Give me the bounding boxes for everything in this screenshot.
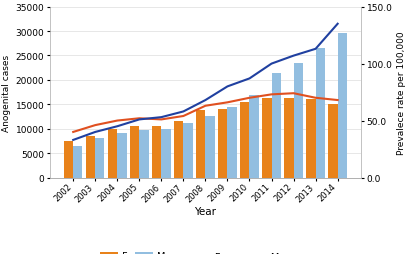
Line: pre_M: pre_M	[73, 25, 338, 140]
Bar	[130, 127, 139, 178]
Bar	[205, 117, 215, 178]
pre_F	[313, 97, 318, 100]
pre_F	[137, 117, 142, 120]
pre_M	[93, 131, 98, 134]
pre_F	[335, 99, 340, 102]
pre_F	[269, 93, 274, 97]
pre_M	[335, 23, 340, 26]
Bar	[86, 136, 95, 178]
Bar	[108, 129, 117, 178]
Legend: F, M, pre_F, pre_M: F, M, pre_F, pre_M	[97, 247, 283, 254]
Bar	[139, 130, 149, 178]
pre_M	[291, 55, 296, 58]
Bar	[95, 139, 105, 178]
Y-axis label: Anogenital cases: Anogenital cases	[2, 54, 11, 131]
Bar	[218, 110, 227, 178]
Bar	[306, 100, 316, 178]
pre_F	[159, 118, 164, 121]
Bar	[64, 141, 73, 178]
Line: pre_F: pre_F	[73, 94, 338, 132]
Bar	[271, 73, 281, 178]
Bar	[293, 64, 303, 178]
pre_M	[137, 118, 142, 121]
pre_F	[71, 131, 76, 134]
Bar	[196, 111, 205, 178]
pre_M	[115, 125, 120, 128]
Bar	[152, 127, 161, 178]
Y-axis label: Prevalece rate per 100,000: Prevalece rate per 100,000	[397, 31, 405, 154]
Bar	[227, 107, 237, 178]
Bar	[328, 105, 338, 178]
pre_M	[247, 77, 252, 81]
pre_M	[203, 99, 208, 102]
Bar	[174, 122, 183, 178]
pre_M	[313, 48, 318, 51]
Bar	[262, 99, 271, 178]
pre_F	[181, 115, 186, 118]
pre_M	[225, 86, 230, 89]
Bar	[249, 95, 259, 178]
pre_F	[203, 105, 208, 108]
pre_F	[247, 97, 252, 100]
Bar	[183, 123, 193, 178]
pre_M	[181, 110, 186, 114]
pre_F	[115, 120, 120, 123]
Bar	[240, 102, 249, 178]
Bar	[284, 99, 293, 178]
pre_F	[93, 124, 98, 127]
Bar	[338, 34, 347, 178]
Bar	[117, 133, 127, 178]
pre_F	[291, 92, 296, 95]
X-axis label: Year: Year	[194, 206, 217, 216]
Bar	[73, 146, 83, 178]
pre_M	[159, 116, 164, 119]
Bar	[161, 129, 171, 178]
pre_M	[269, 63, 274, 66]
Bar	[316, 49, 325, 178]
pre_M	[71, 139, 76, 142]
pre_F	[225, 101, 230, 104]
